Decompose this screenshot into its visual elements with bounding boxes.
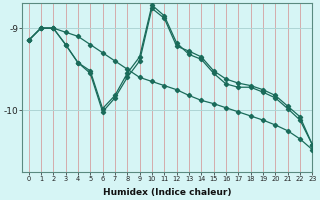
X-axis label: Humidex (Indice chaleur): Humidex (Indice chaleur) [103,188,232,197]
